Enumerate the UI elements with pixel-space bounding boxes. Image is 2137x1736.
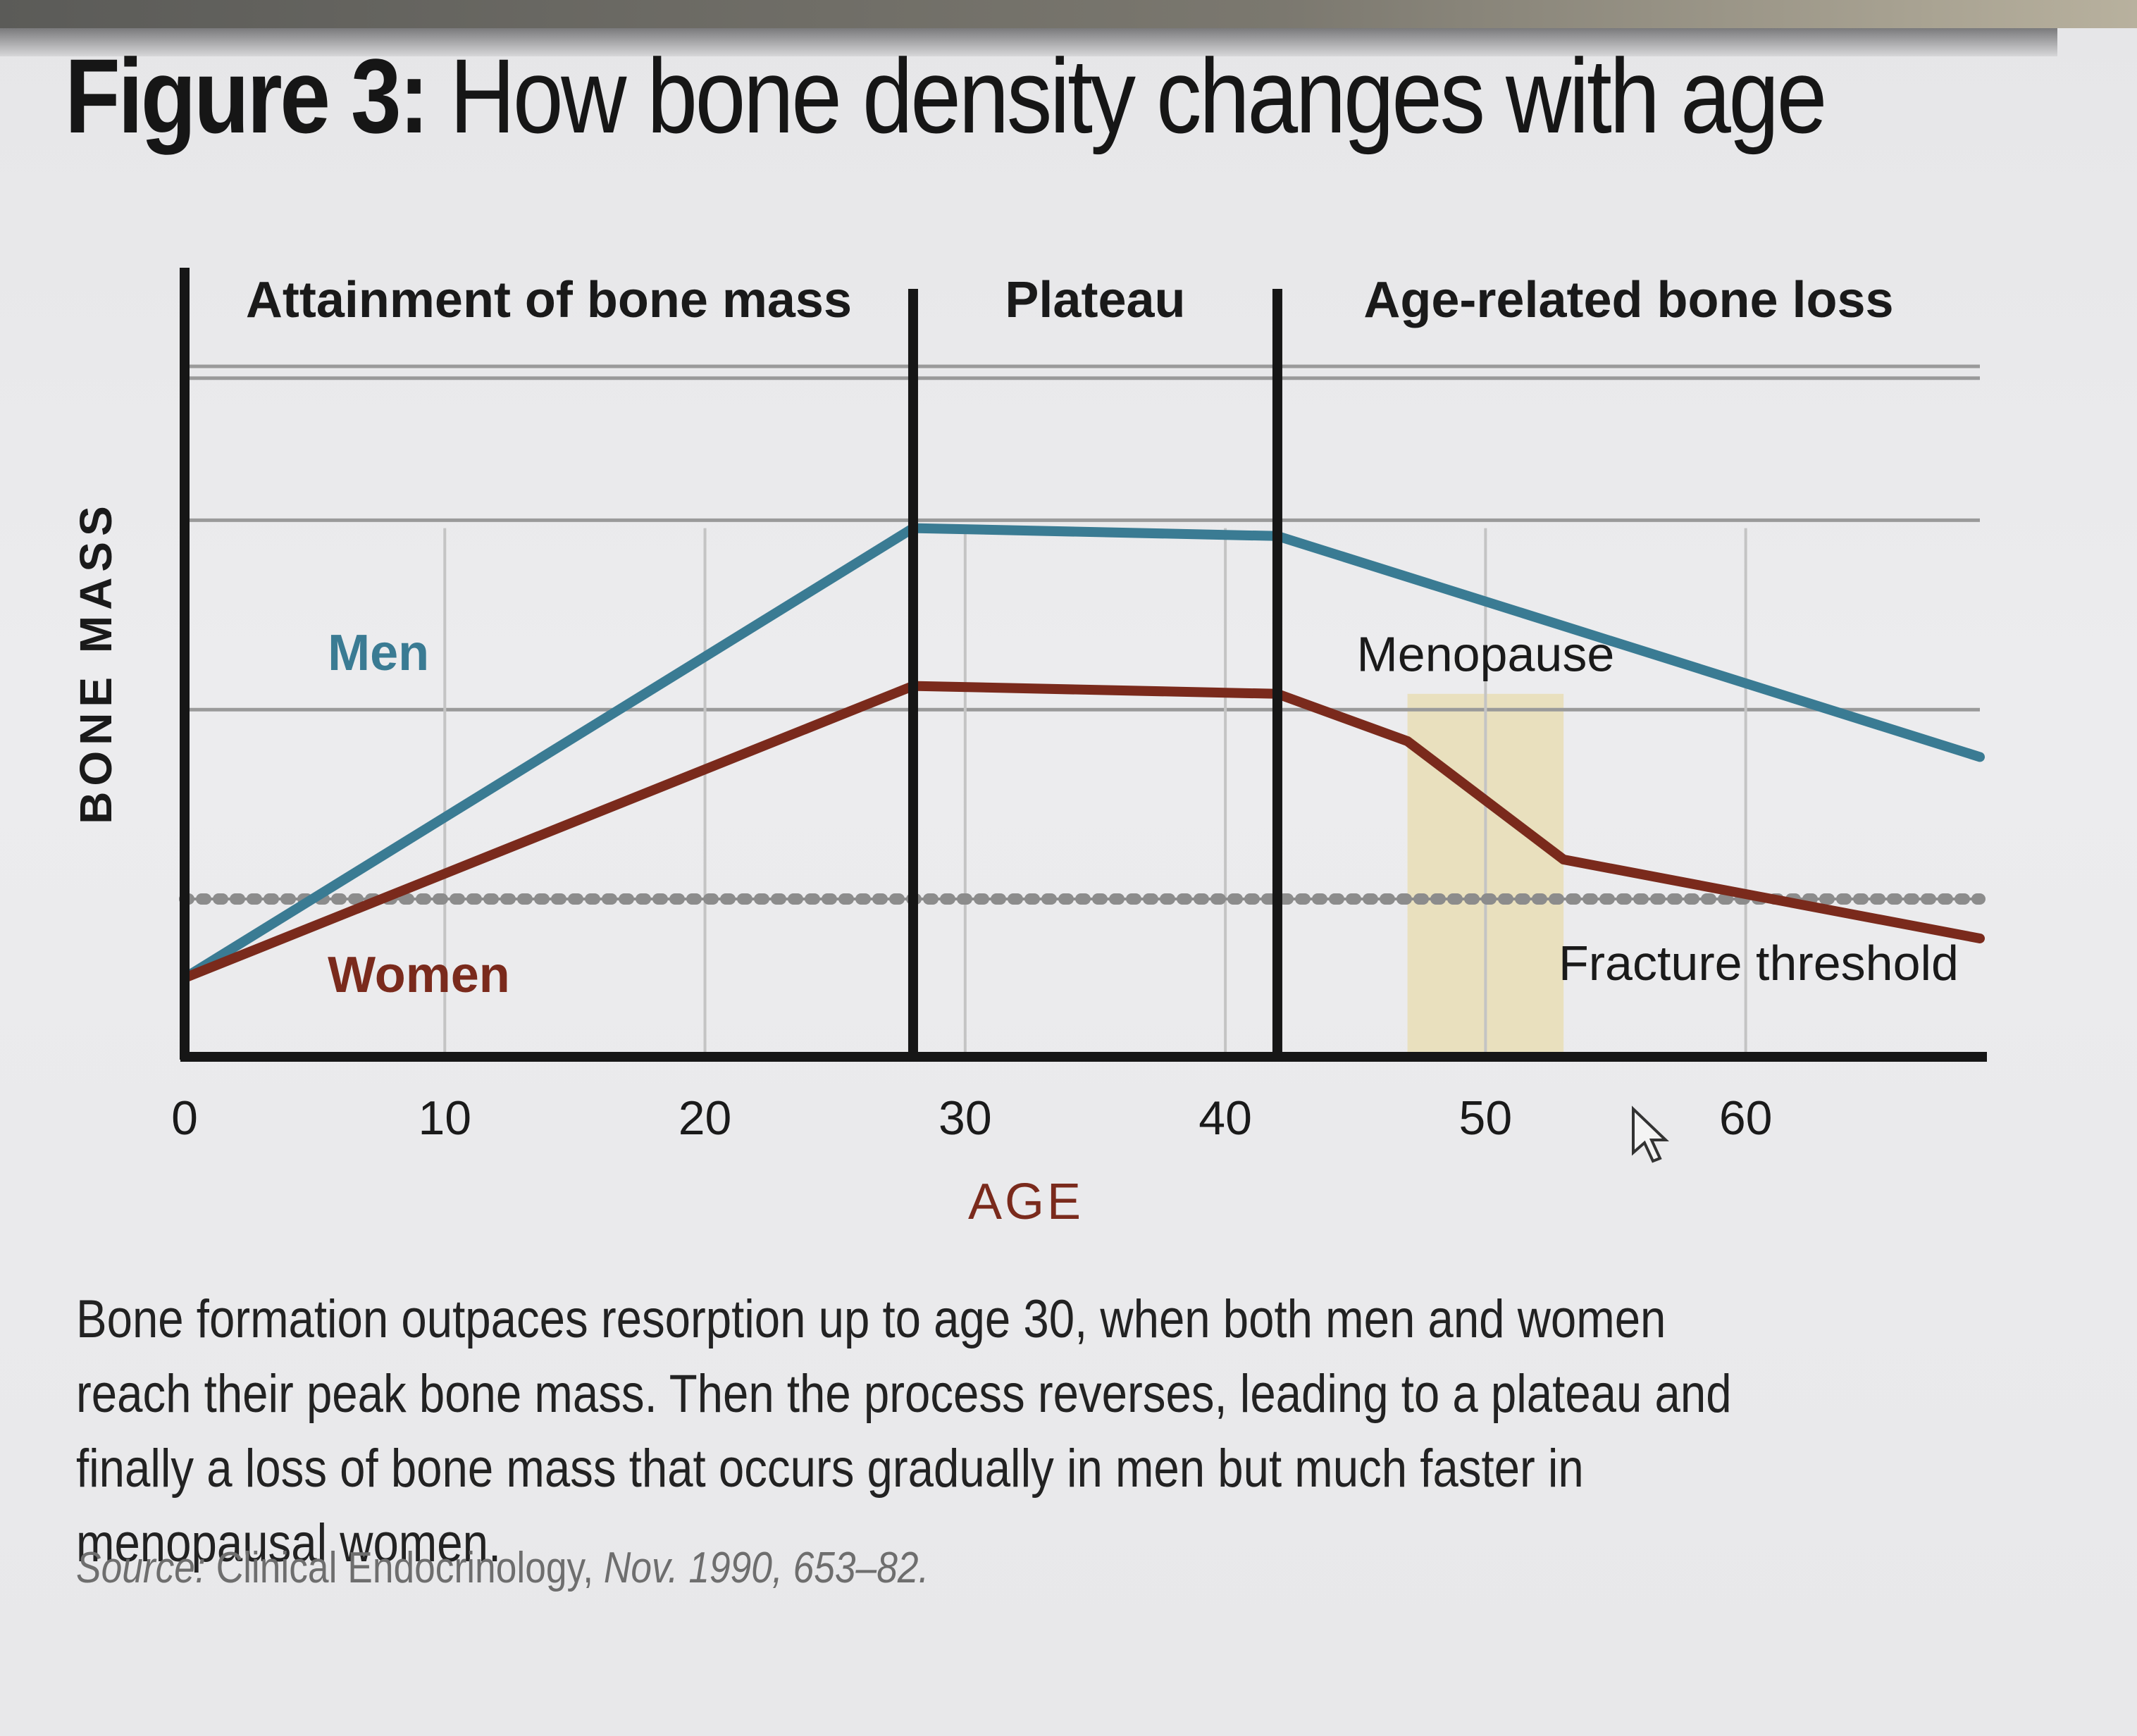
header-rule: [0, 28, 2057, 56]
phase-label-1: Plateau: [1005, 272, 1185, 328]
x-tick-label-50: 50: [1459, 1091, 1513, 1145]
series-label-men: Men: [328, 625, 429, 681]
screen-bezel: [0, 0, 2137, 28]
figure-title-text: How bone density changes with age: [450, 37, 1827, 155]
menopause-label: Menopause: [1356, 626, 1614, 681]
y-axis-label: BONE MASS: [70, 500, 121, 824]
source-date: Nov. 1990, 653–82.: [603, 1544, 929, 1592]
x-tick-label-30: 30: [939, 1091, 992, 1145]
x-tick-label-0: 0: [171, 1091, 198, 1145]
x-axis-label: AGE: [968, 1174, 1084, 1230]
series-line-men: [180, 523, 1985, 983]
series-label-women: Women: [328, 947, 510, 1003]
phase-label-2: Age-related bone loss: [1363, 272, 1893, 328]
figure-caption: Bone formation outpaces resorption up to…: [76, 1289, 1732, 1573]
x-tick-label-40: 40: [1198, 1091, 1252, 1145]
x-tick-label-10: 10: [418, 1091, 471, 1145]
x-tick-label-20: 20: [679, 1091, 732, 1145]
mouse-cursor-icon: [1632, 1105, 1669, 1163]
source-label: Source:: [76, 1544, 206, 1592]
source-publication: Clinical Endocrinology,: [216, 1544, 594, 1592]
series-line-women: [180, 681, 1985, 983]
phase-label-0: Attainment of bone mass: [246, 272, 852, 328]
figure-title: Figure 3: How bone density changes with …: [65, 35, 1827, 157]
figure-source: Source: Clinical Endocrinology, Nov. 199…: [76, 1543, 929, 1593]
fracture-threshold-label: Fracture threshold: [1559, 936, 1959, 991]
x-tick-label-60: 60: [1719, 1091, 1773, 1145]
figure-label: Figure 3:: [65, 37, 429, 155]
bone-density-chart: Attainment of bone mass Plateau Age-relate…: [70, 268, 1987, 1230]
